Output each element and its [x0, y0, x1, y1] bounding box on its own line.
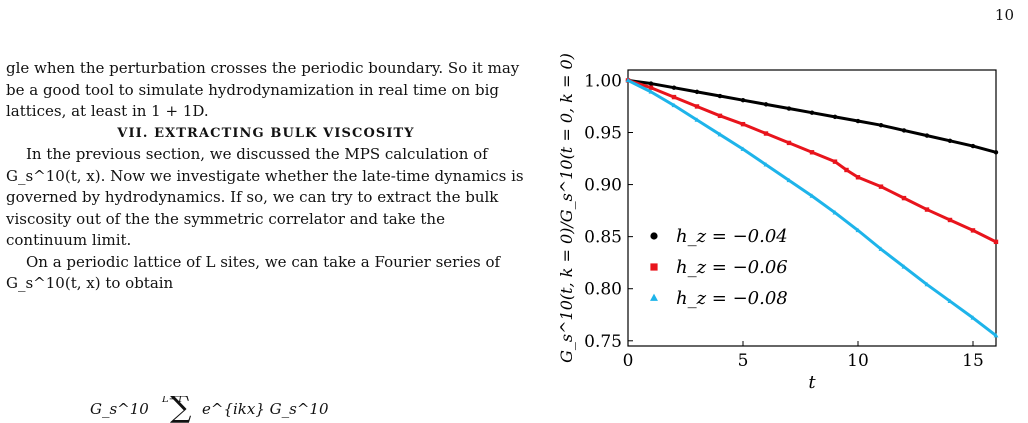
data-point [694, 89, 700, 95]
data-point [844, 167, 849, 173]
series-line-2 [627, 78, 997, 244]
data-point [694, 117, 700, 122]
data-point [993, 332, 999, 338]
data-point [809, 110, 815, 115]
paragraph-1: gle when the perturbation crosses the pe… [6, 59, 520, 120]
y-tick-label: 0.80 [584, 280, 622, 300]
data-point [648, 81, 654, 86]
data-point [740, 98, 746, 103]
legend-entry: h_z = −0.04 [676, 226, 788, 247]
data-point [924, 133, 930, 138]
data-point [832, 114, 838, 120]
data-point [671, 94, 677, 100]
x-tick-label: 15 [962, 351, 984, 371]
data-point [671, 102, 677, 108]
figure: 0 5 10 15 0.75 0.80 0.85 0.90 0.95 1.00 t G_s^10(t,… [548, 50, 1018, 400]
data-point [947, 217, 953, 223]
data-point [855, 175, 861, 180]
paragraph-2: In the previous section, we discussed th… [6, 145, 524, 249]
data-point [970, 228, 976, 233]
y-tick-label: 0.95 [584, 123, 622, 143]
data-point [947, 138, 953, 144]
data-point [855, 118, 861, 124]
equation-lhs: G_s^10 [90, 400, 149, 418]
data-point [878, 123, 884, 128]
legend-entry: h_z = −0.08 [676, 288, 788, 309]
section-heading: VII. EXTRACTING BULK VISCOSITY [117, 125, 415, 141]
legend-marker [650, 263, 658, 271]
plot-frame [627, 69, 997, 347]
equation-term: e^{ikx} G_s^10 [202, 400, 329, 418]
data-point [924, 281, 930, 287]
data-point [993, 239, 999, 245]
y-tick-label: 0.90 [584, 176, 622, 196]
data-point [832, 210, 838, 215]
x-tick-label: 0 [623, 351, 634, 371]
data-point [763, 102, 769, 107]
data-point [694, 104, 700, 109]
data-point [786, 177, 792, 183]
legend-marker [650, 232, 658, 240]
data-point [740, 121, 746, 127]
data-point [717, 93, 723, 99]
data-point [970, 315, 976, 320]
data-point [924, 207, 930, 212]
data-point [648, 85, 654, 90]
data-point [671, 85, 677, 90]
data-point [717, 131, 723, 137]
data-point [901, 195, 907, 201]
data-point [786, 140, 792, 146]
data-point [717, 113, 723, 119]
equation-sum-limit: L−1 [162, 396, 184, 405]
series-line-1 [627, 78, 997, 154]
data-point [901, 264, 907, 269]
summation-icon: ∑ [170, 396, 192, 423]
legend-marker [650, 293, 658, 301]
x-axis-label: t [808, 372, 816, 393]
data-point [786, 106, 792, 111]
x-tick-label: 5 [738, 351, 749, 371]
data-point [740, 146, 746, 151]
data-point [901, 128, 907, 133]
legend-entry: h_z = −0.06 [676, 257, 788, 278]
data-point [648, 89, 654, 94]
data-point [947, 298, 953, 303]
figure-caption-partial [680, 408, 1020, 423]
y-tick-label: 0.75 [584, 332, 622, 352]
x-tick-label: 10 [847, 351, 869, 371]
correlator-chart: 0 5 10 15 0.75 0.80 0.85 0.90 0.95 1.00 t G_s^10(t,… [557, 53, 999, 393]
paragraph-3: On a periodic lattice of L sites, we can… [6, 252, 501, 293]
data-point [993, 150, 999, 155]
data-point [855, 227, 861, 233]
data-point [625, 77, 631, 83]
text-column: gle when the perturbation crosses the pe… [6, 58, 526, 295]
data-point [763, 131, 769, 136]
data-point [809, 150, 815, 155]
data-point [809, 193, 815, 198]
data-point [970, 143, 976, 149]
page-number: 10 [994, 6, 1014, 24]
data-point [763, 162, 769, 167]
y-tick-label: 1.00 [584, 71, 622, 91]
y-axis-label: G_s^10(t, k = 0)/G_s^10(t = 0, k = 0) [557, 53, 576, 363]
equation-partial: G_s^10 L−1 ∑ e^{ikx} G_s^10 [90, 396, 530, 423]
data-point [878, 184, 884, 189]
y-tick-label: 0.85 [584, 228, 622, 248]
data-point [832, 159, 838, 164]
data-point [878, 246, 884, 251]
